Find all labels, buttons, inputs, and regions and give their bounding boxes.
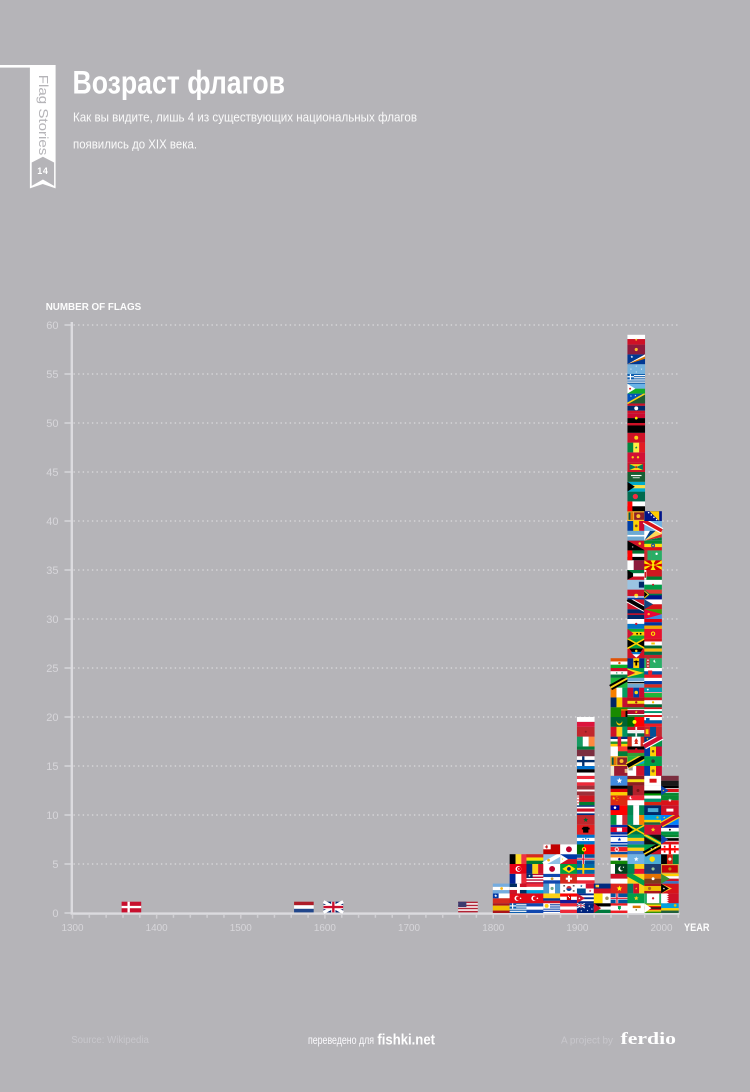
svg-text:NUMBER OF FLAGS: NUMBER OF FLAGS (46, 302, 142, 313)
svg-text:45: 45 (46, 467, 58, 479)
svg-text:1800: 1800 (482, 922, 504, 934)
svg-text:40: 40 (46, 516, 58, 528)
svg-text:появились до XIX века.: появились до XIX века. (73, 137, 197, 152)
svg-text:fishki.net: fishki.net (377, 1032, 435, 1049)
svg-text:переведено для: переведено для (308, 1033, 374, 1047)
svg-text:1600: 1600 (314, 922, 336, 934)
svg-text:1300: 1300 (62, 922, 84, 934)
svg-text:10: 10 (46, 810, 58, 822)
svg-text:25: 25 (46, 663, 58, 675)
svg-text:YEAR: YEAR (684, 922, 710, 934)
svg-text:55: 55 (46, 369, 58, 381)
svg-text:15: 15 (46, 761, 58, 773)
svg-text:A project by: A project by (561, 1036, 613, 1047)
svg-text:14: 14 (37, 166, 48, 176)
svg-text:Как вы видите, лишь 4 из сущес: Как вы видите, лишь 4 из существующих на… (73, 110, 417, 125)
svg-text:5: 5 (52, 859, 58, 871)
svg-text:30: 30 (46, 614, 58, 626)
svg-text:60: 60 (46, 320, 58, 332)
svg-text:Source: Wikipedia: Source: Wikipedia (71, 1035, 149, 1046)
svg-text:35: 35 (46, 565, 58, 577)
svg-text:1900: 1900 (566, 922, 588, 934)
svg-text:Flag Stories: Flag Stories (36, 75, 51, 156)
svg-text:2000: 2000 (650, 922, 672, 934)
svg-text:20: 20 (46, 712, 58, 724)
svg-text:ferdio: ferdio (621, 1029, 677, 1048)
svg-text:0: 0 (52, 908, 58, 920)
svg-text:Возраст флагов: Возраст флагов (73, 65, 286, 101)
svg-text:50: 50 (46, 418, 58, 430)
svg-text:1400: 1400 (146, 922, 168, 934)
svg-text:1700: 1700 (398, 922, 420, 934)
svg-text:1500: 1500 (230, 922, 252, 934)
